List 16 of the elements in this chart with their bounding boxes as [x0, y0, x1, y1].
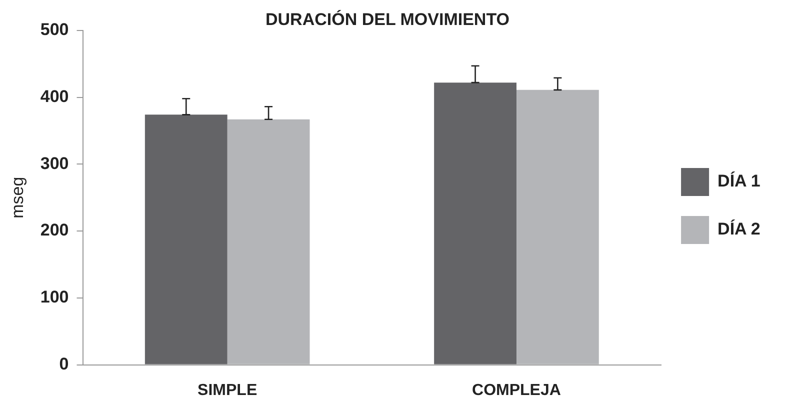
y-tick-label: 100 — [40, 288, 69, 307]
x-tick-label: COMPLEJA — [472, 382, 562, 399]
y-tick-label: 500 — [40, 20, 69, 40]
y-tick-label: 200 — [40, 220, 69, 240]
y-tick-label: 300 — [40, 154, 69, 173]
legend-label: DÍA 2 — [718, 218, 760, 239]
bar — [227, 119, 310, 364]
bar — [434, 82, 516, 364]
y-axis-title: mseg — [8, 176, 27, 218]
legend-label: DÍA 1 — [718, 170, 760, 191]
y-tick-label: 0 — [59, 354, 69, 374]
bar — [144, 114, 228, 364]
chart-title: DURACIÓN DEL MOVIMIENTO — [266, 8, 510, 29]
x-tick-label: SIMPLE — [198, 382, 258, 399]
bar — [516, 90, 599, 364]
y-tick-label: 400 — [40, 86, 69, 106]
